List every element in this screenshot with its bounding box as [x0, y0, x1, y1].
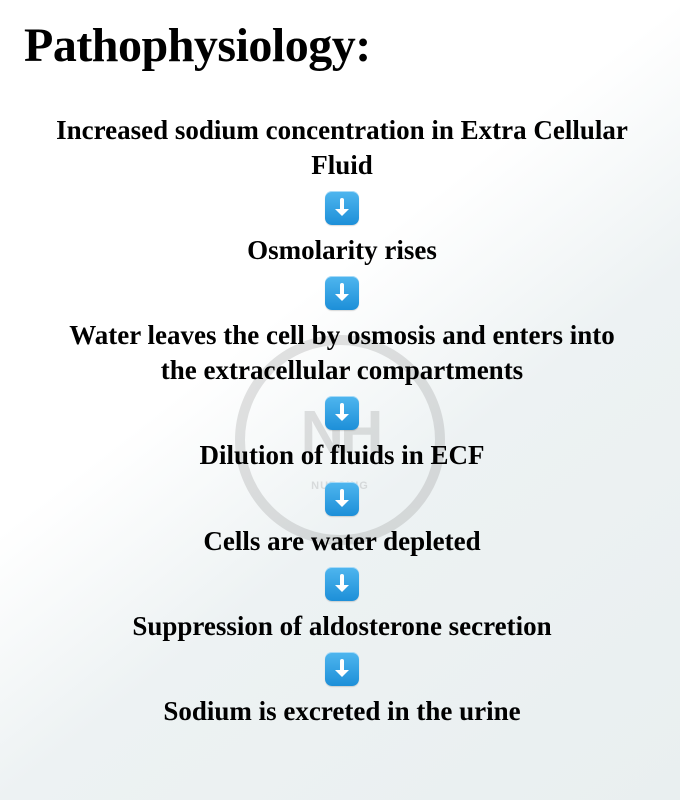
flow-step: Cells are water depleted [203, 524, 480, 559]
flow-step: Osmolarity rises [247, 233, 437, 268]
flow-step: Suppression of aldosterone secretion [132, 609, 551, 644]
down-arrow-icon [325, 652, 359, 686]
down-arrow-icon [325, 482, 359, 516]
page-title: Pathophysiology: [24, 18, 660, 73]
flow-step: Dilution of fluids in ECF [199, 438, 484, 473]
flow-step: Sodium is excreted in the urine [163, 694, 520, 729]
content-area: Pathophysiology: Increased sodium concen… [0, 0, 680, 729]
down-arrow-icon [325, 276, 359, 310]
down-arrow-icon [325, 191, 359, 225]
flowchart: Increased sodium concentration in Extra … [24, 113, 660, 729]
flow-step: Increased sodium concentration in Extra … [54, 113, 630, 183]
down-arrow-icon [325, 396, 359, 430]
flow-step: Water leaves the cell by osmosis and ent… [54, 318, 630, 388]
down-arrow-icon [325, 567, 359, 601]
